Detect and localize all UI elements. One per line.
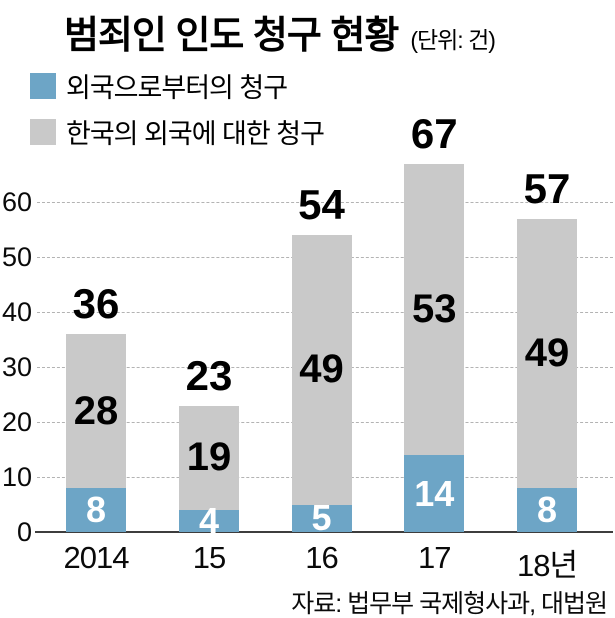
x-axis-category-label: 15 bbox=[192, 540, 226, 575]
bar-segment-korea-requests: 19 bbox=[179, 405, 239, 510]
bar-segment-foreign-requests: 4 bbox=[179, 500, 239, 541]
legend-swatch-blue-icon bbox=[30, 72, 56, 99]
bar-segment-foreign-requests: 8 bbox=[517, 488, 577, 532]
y-axis-tick-label: 50 bbox=[1, 242, 32, 272]
legend-label-foreign-requests: 외국으로부터의 청구 bbox=[66, 73, 288, 103]
y-axis-tick-label: 30 bbox=[1, 352, 32, 382]
bar-segment-korea-requests: 53 bbox=[404, 163, 465, 455]
legend-item-foreign-requests: 외국으로부터의 청구 bbox=[30, 66, 288, 105]
bar-segment-foreign-requests: 8 bbox=[66, 488, 126, 532]
x-axis-category-label: 2014 bbox=[63, 540, 130, 575]
x-axis-category-label: 16 bbox=[305, 540, 338, 575]
title-row: 범죄인 인도 청구 현황 (단위: 건) bbox=[64, 4, 496, 59]
bar-segment-korea-requests: 49 bbox=[291, 235, 352, 505]
bar-total-label: 57 bbox=[523, 164, 571, 212]
bar-segment-foreign-requests: 14 bbox=[404, 455, 465, 532]
bar-segment-foreign-requests: 5 bbox=[291, 497, 352, 538]
page-title: 범죄인 인도 청구 현황 bbox=[64, 15, 399, 57]
title-unit: (단위: 건) bbox=[410, 27, 496, 53]
y-axis-tick-label: 0 bbox=[16, 517, 32, 547]
bar-total-label: 36 bbox=[72, 280, 120, 327]
y-axis-tick-label: 20 bbox=[1, 407, 32, 437]
bar-segment-korea-requests: 28 bbox=[66, 334, 126, 488]
legend-item-korea-requests: 한국의 외국에 대한 청구 bbox=[30, 112, 325, 151]
legend-label-korea-requests: 한국의 외국에 대한 청구 bbox=[66, 119, 325, 149]
gridline-60 bbox=[37, 202, 613, 203]
source-note: 자료: 법무부 국제형사과, 대법원 bbox=[291, 590, 608, 618]
bar-segment-korea-requests: 49 bbox=[517, 218, 577, 488]
legend-swatch-gray-icon bbox=[30, 118, 56, 145]
x-axis-category-label: 17 bbox=[418, 540, 451, 575]
bar-total-label: 67 bbox=[410, 109, 458, 157]
y-axis-tick-label: 10 bbox=[1, 462, 32, 492]
x-axis-line bbox=[35, 531, 613, 533]
x-axis-category-label: 18년 bbox=[516, 548, 578, 583]
y-axis-tick-label: 60 bbox=[1, 187, 32, 217]
y-axis-tick-label: 40 bbox=[1, 297, 32, 327]
bar-total-label: 23 bbox=[185, 351, 233, 399]
bar-total-label: 54 bbox=[298, 181, 345, 228]
